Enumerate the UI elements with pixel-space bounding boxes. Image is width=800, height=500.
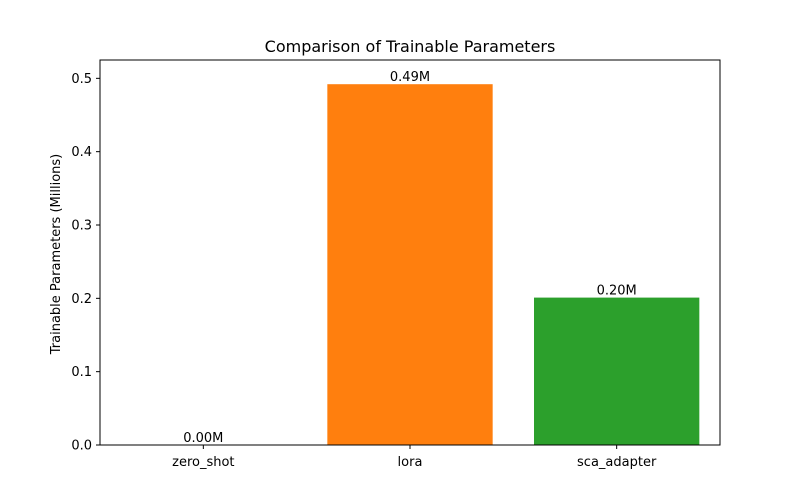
x-tick-label: lora [398, 455, 423, 470]
y-tick-label: 0.1 [71, 365, 92, 380]
bar-sca_adapter [534, 297, 700, 445]
data-label-lora: 0.49M [390, 70, 430, 85]
y-tick-label: 0.0 [71, 439, 92, 454]
y-tick-label: 0.5 [71, 72, 92, 87]
data-label-zero_shot: 0.00M [183, 431, 223, 446]
y-tick-label: 0.4 [71, 145, 92, 160]
y-axis-label: Trainable Parameters (Millions) [49, 154, 64, 355]
bars-group [327, 84, 700, 445]
y-tick-label: 0.2 [71, 292, 92, 307]
ticks-group: zero_shot lora sca_adapter 0.0 0.1 0.2 0.3 0.4 0… [71, 72, 657, 470]
data-label-sca_adapter: 0.20M [597, 284, 637, 299]
x-tick-label: zero_shot [172, 455, 234, 470]
chart-title: Comparison of Trainable Parameters [265, 37, 556, 56]
data-labels-group: 0.00M 0.49M 0.20M [183, 70, 637, 446]
plot-frame [99, 59, 721, 446]
x-tick-label: sca_adapter [577, 455, 657, 470]
bar-lora [327, 84, 493, 445]
y-tick-label: 0.3 [71, 219, 92, 234]
